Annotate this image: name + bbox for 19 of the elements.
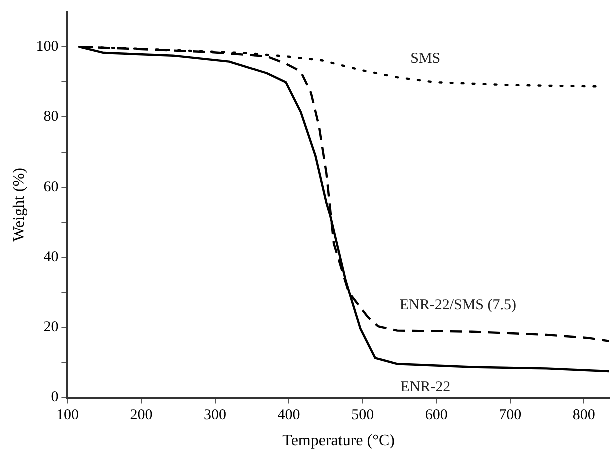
y-tick-label: 0: [51, 390, 59, 406]
x-tick-label: 600: [425, 408, 448, 424]
y-tick-label: 100: [36, 39, 59, 56]
x-tick-label: 500: [352, 408, 374, 424]
x-tick-label: 400: [278, 408, 300, 424]
x-tick-label: 700: [499, 408, 522, 424]
x-tick-label: 300: [204, 408, 227, 424]
series-label: ENR-22: [400, 379, 451, 396]
y-tick-label: 80: [44, 109, 59, 126]
x-tick-label: 200: [130, 408, 153, 424]
y-axis-title: Weight (%): [10, 168, 28, 242]
x-tick-label: 100: [56, 408, 79, 424]
series-label: ENR-22/SMS (7.5): [400, 298, 517, 314]
y-tick-label: 20: [44, 320, 59, 336]
series-label: SMS: [410, 51, 441, 68]
x-tick-label: 800: [572, 408, 596, 424]
y-tick-label: 40: [44, 249, 59, 266]
y-tick-label: 60: [44, 179, 59, 196]
x-axis-title: Temperature (°C): [282, 432, 396, 450]
